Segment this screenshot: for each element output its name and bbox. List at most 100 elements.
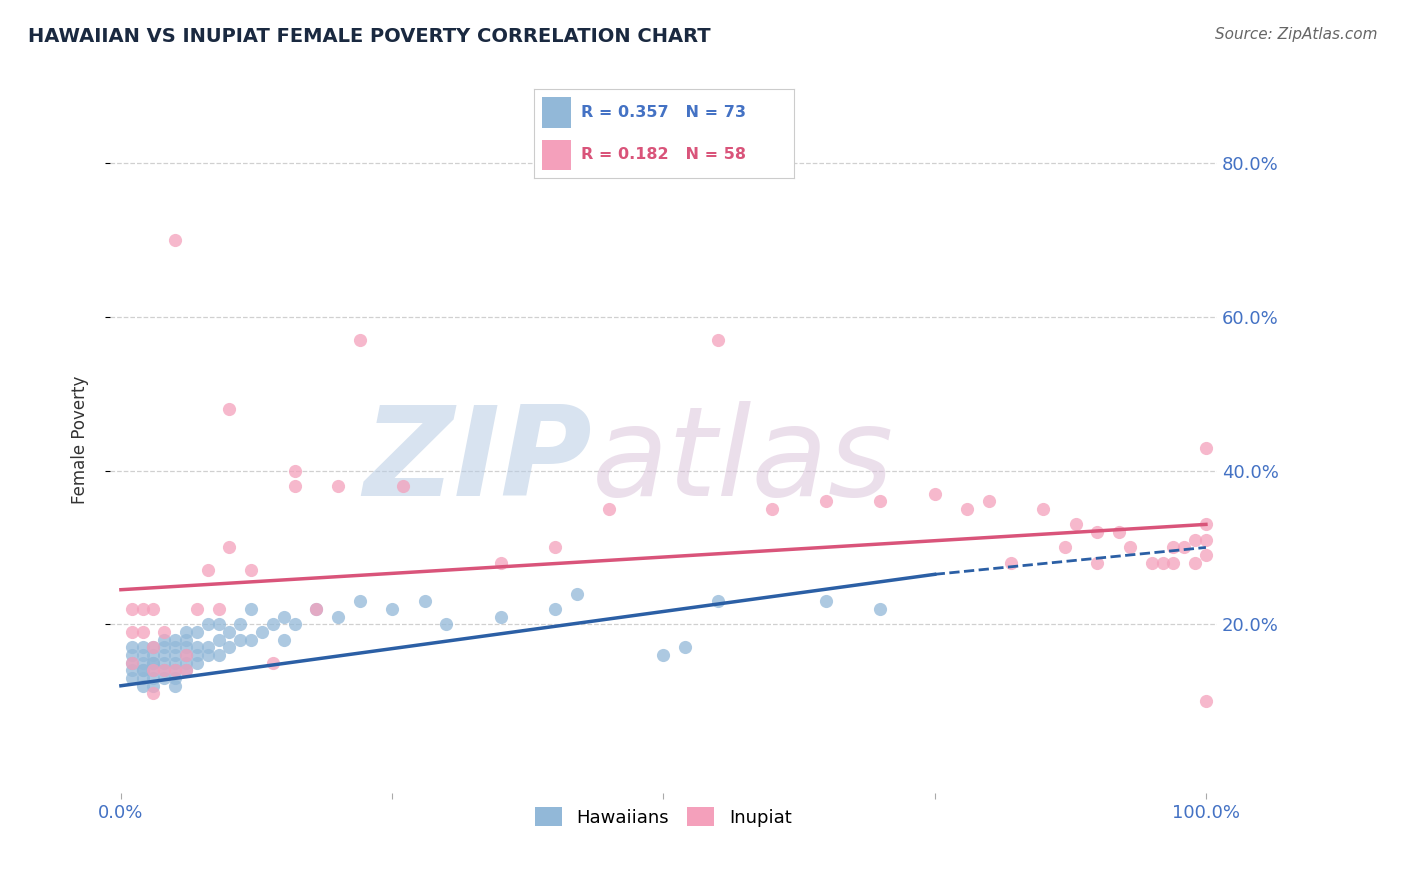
Text: Source: ZipAtlas.com: Source: ZipAtlas.com	[1215, 27, 1378, 42]
Point	[174, 648, 197, 662]
Point	[165, 664, 187, 678]
Point	[273, 609, 295, 624]
Point	[174, 664, 197, 678]
Point	[1032, 502, 1054, 516]
Point	[153, 632, 176, 647]
Point	[165, 640, 187, 655]
Text: atlas: atlas	[592, 401, 894, 522]
Point	[706, 594, 728, 608]
Point	[326, 479, 349, 493]
Point	[869, 602, 891, 616]
Point	[240, 602, 263, 616]
Point	[121, 602, 143, 616]
Point	[142, 664, 165, 678]
Point	[174, 664, 197, 678]
Point	[413, 594, 436, 608]
Bar	[543, 97, 571, 128]
Point	[240, 564, 263, 578]
Point	[1053, 541, 1076, 555]
Point	[349, 333, 371, 347]
Point	[1184, 556, 1206, 570]
Point	[121, 656, 143, 670]
Point	[142, 640, 165, 655]
Point	[174, 656, 197, 670]
Point	[121, 664, 143, 678]
Point	[218, 541, 240, 555]
Point	[142, 656, 165, 670]
Point	[131, 664, 153, 678]
Point	[1195, 694, 1218, 708]
Point	[869, 494, 891, 508]
Text: R = 0.357   N = 73: R = 0.357 N = 73	[581, 105, 747, 120]
Point	[186, 624, 208, 639]
Point	[131, 656, 153, 670]
Text: HAWAIIAN VS INUPIAT FEMALE POVERTY CORRELATION CHART: HAWAIIAN VS INUPIAT FEMALE POVERTY CORRE…	[28, 27, 711, 45]
Point	[142, 664, 165, 678]
Point	[186, 602, 208, 616]
Point	[283, 479, 305, 493]
Point	[262, 617, 284, 632]
Point	[1195, 533, 1218, 547]
Point	[142, 679, 165, 693]
Point	[153, 656, 176, 670]
Point	[218, 402, 240, 417]
Point	[1087, 524, 1109, 539]
Point	[186, 656, 208, 670]
Point	[815, 494, 838, 508]
Point	[197, 640, 219, 655]
Point	[121, 624, 143, 639]
Point	[131, 640, 153, 655]
Point	[165, 671, 187, 685]
Bar	[543, 140, 571, 170]
Point	[240, 632, 263, 647]
Point	[1140, 556, 1163, 570]
Point	[174, 624, 197, 639]
Point	[761, 502, 783, 516]
Point	[652, 648, 675, 662]
Point	[142, 686, 165, 700]
Point	[1152, 556, 1174, 570]
Point	[142, 602, 165, 616]
Point	[153, 664, 176, 678]
Point	[174, 648, 197, 662]
Point	[283, 464, 305, 478]
Point	[207, 602, 229, 616]
Point	[207, 632, 229, 647]
Point	[349, 594, 371, 608]
Point	[815, 594, 838, 608]
Point	[1195, 517, 1218, 532]
Point	[218, 624, 240, 639]
Legend: Hawaiians, Inupiat: Hawaiians, Inupiat	[529, 800, 799, 834]
Point	[436, 617, 458, 632]
Point	[229, 632, 252, 647]
Point	[544, 602, 567, 616]
Point	[1064, 517, 1087, 532]
Point	[673, 640, 696, 655]
Point	[121, 648, 143, 662]
Point	[326, 609, 349, 624]
Point	[262, 656, 284, 670]
Point	[489, 609, 512, 624]
Point	[131, 602, 153, 616]
Point	[153, 671, 176, 685]
Point	[1173, 541, 1195, 555]
Point	[706, 333, 728, 347]
Point	[153, 624, 176, 639]
Point	[197, 617, 219, 632]
Point	[1184, 533, 1206, 547]
Point	[392, 479, 415, 493]
Point	[165, 656, 187, 670]
Point	[165, 233, 187, 247]
Point	[165, 679, 187, 693]
Point	[598, 502, 620, 516]
Point	[544, 541, 567, 555]
Point	[1000, 556, 1022, 570]
Point	[121, 656, 143, 670]
Point	[153, 664, 176, 678]
Point	[197, 648, 219, 662]
Point	[165, 664, 187, 678]
Point	[174, 632, 197, 647]
Y-axis label: Female Poverty: Female Poverty	[72, 376, 89, 504]
Point	[165, 632, 187, 647]
Point	[142, 671, 165, 685]
